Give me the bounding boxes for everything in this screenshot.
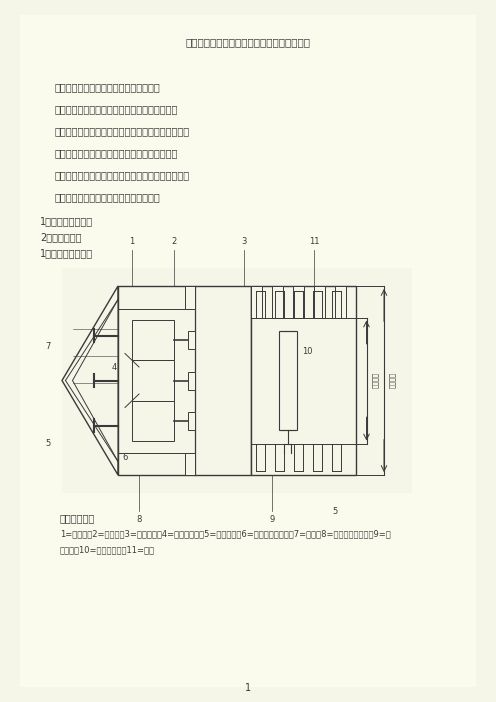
Text: 5: 5 [45,439,51,448]
Bar [132,360,174,401]
Text: 4: 4 [112,362,117,371]
Text: 2: 2 [172,237,177,246]
Polygon shape [272,286,283,317]
Bar [132,319,174,360]
Text: 1: 1 [245,683,251,693]
Text: 1、盾构法施工工艺: 1、盾构法施工工艺 [40,216,93,226]
Text: （二）盾构始发的工程风险防范及监理工作要点: （二）盾构始发的工程风险防范及监理工作要点 [55,104,179,114]
Text: 11: 11 [309,237,319,246]
Text: 9: 9 [269,515,275,524]
Bar [118,286,251,475]
Polygon shape [251,286,261,317]
Text: 5: 5 [332,507,338,515]
Bar [279,331,297,430]
Text: 盾构构造简图: 盾构构造简图 [60,513,95,523]
Text: 管片外径: 管片外径 [389,373,396,388]
Text: 3: 3 [242,237,247,246]
Text: （一）盾构法施工工艺及盾构机分类选型: （一）盾构法施工工艺及盾构机分类选型 [55,82,161,92]
Bar [185,286,195,308]
Bar [132,401,174,442]
Text: 6: 6 [123,453,127,461]
Text: 2、盾构的分类: 2、盾构的分类 [40,232,81,242]
Polygon shape [62,268,412,493]
Text: （三）盾构正常掘进的工程风险防范及监理工作要点: （三）盾构正常掘进的工程风险防范及监理工作要点 [55,126,190,136]
Text: （四）盾构接收的工程风险防范及监理工作要点: （四）盾构接收的工程风险防范及监理工作要点 [55,148,179,158]
Polygon shape [62,286,118,475]
Text: （一）盾构法施工工艺及盾构机分类选型: （一）盾构法施工工艺及盾构机分类选型 [55,192,161,202]
Bar [251,286,356,475]
Polygon shape [335,286,346,317]
Text: 7: 7 [45,343,51,351]
Polygon shape [314,286,324,317]
Bar [188,371,195,390]
Text: 1=切口环；2=支撑环；3=盾尾部分；4=支撑千斤顶；5=活动平台；6=活动平台千斤固；7=切口；8=盾构推进千斤顶；9=盾: 1=切口环；2=支撑环；3=盾尾部分；4=支撑千斤顶；5=活动平台；6=活动平台… [60,529,391,538]
Text: （五）盾构特殊地段施工的工程风险及监理工作要点: （五）盾构特殊地段施工的工程风险及监理工作要点 [55,170,190,180]
Text: 8: 8 [136,515,142,524]
Bar [188,331,195,349]
Polygon shape [293,286,304,317]
Text: 1、盾构法施工工艺: 1、盾构法施工工艺 [40,248,93,258]
Polygon shape [72,300,118,461]
Text: 管片内径: 管片内径 [372,373,378,388]
Bar [185,453,195,475]
Bar [188,412,195,430]
Text: 10: 10 [302,347,312,356]
Text: 区间隧道盾构法工程风险防范及监理工作要点: 区间隧道盾构法工程风险防范及监理工作要点 [186,37,310,47]
Text: 1: 1 [129,237,134,246]
Text: 尾空隙；10=管片拼装器；11=管片: 尾空隙；10=管片拼装器；11=管片 [60,545,155,554]
